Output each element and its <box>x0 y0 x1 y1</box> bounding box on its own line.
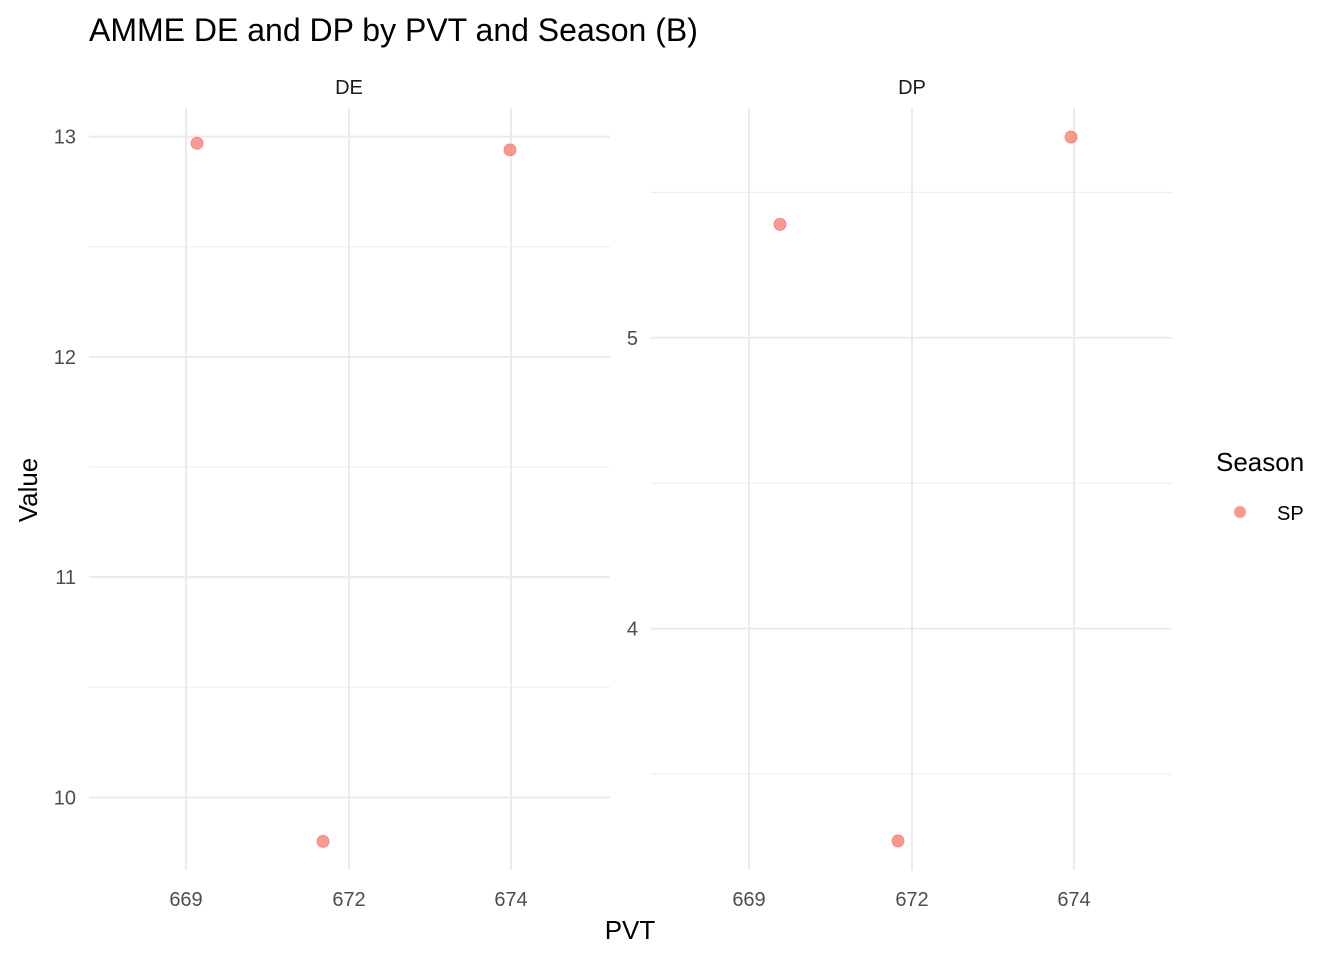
legend: Season SP <box>1216 447 1304 525</box>
x-tick-label: 669 <box>732 889 765 911</box>
x-axis-title: PVT <box>605 915 656 945</box>
facet-panel-dp: DP 4 5 669 672 674 <box>627 77 1172 911</box>
grid-lines-de <box>89 108 610 870</box>
y-tick-label: 5 <box>627 328 638 350</box>
y-tick-label: 11 <box>55 567 76 589</box>
data-point <box>190 136 204 150</box>
x-tick-label: 672 <box>332 889 365 911</box>
y-tick-label: 10 <box>54 787 76 809</box>
data-point <box>773 217 787 231</box>
facet-panel-de: DE 10 11 12 13 669 672 674 <box>54 77 610 911</box>
x-tick-label: 674 <box>494 889 527 911</box>
grid-lines-dp <box>651 108 1172 870</box>
y-tick-label: 12 <box>54 347 76 369</box>
x-tick-label: 672 <box>895 889 928 911</box>
x-tick-label: 669 <box>169 889 202 911</box>
data-point <box>891 834 905 848</box>
legend-title: Season <box>1216 447 1304 477</box>
x-tick-label: 674 <box>1057 889 1090 911</box>
y-tick-label: 13 <box>54 127 76 149</box>
y-axis-title: Value <box>13 458 43 523</box>
data-point <box>1064 130 1078 144</box>
data-point <box>503 143 517 157</box>
facet-strip-label-dp: DP <box>898 77 926 99</box>
facet-strip-label-de: DE <box>335 77 363 99</box>
chart-title: AMME DE and DP by PVT and Season (B) <box>89 12 698 48</box>
legend-label-sp: SP <box>1277 503 1304 525</box>
y-tick-label: 4 <box>627 619 638 641</box>
legend-key-sp <box>1234 506 1246 518</box>
data-point <box>316 834 330 848</box>
